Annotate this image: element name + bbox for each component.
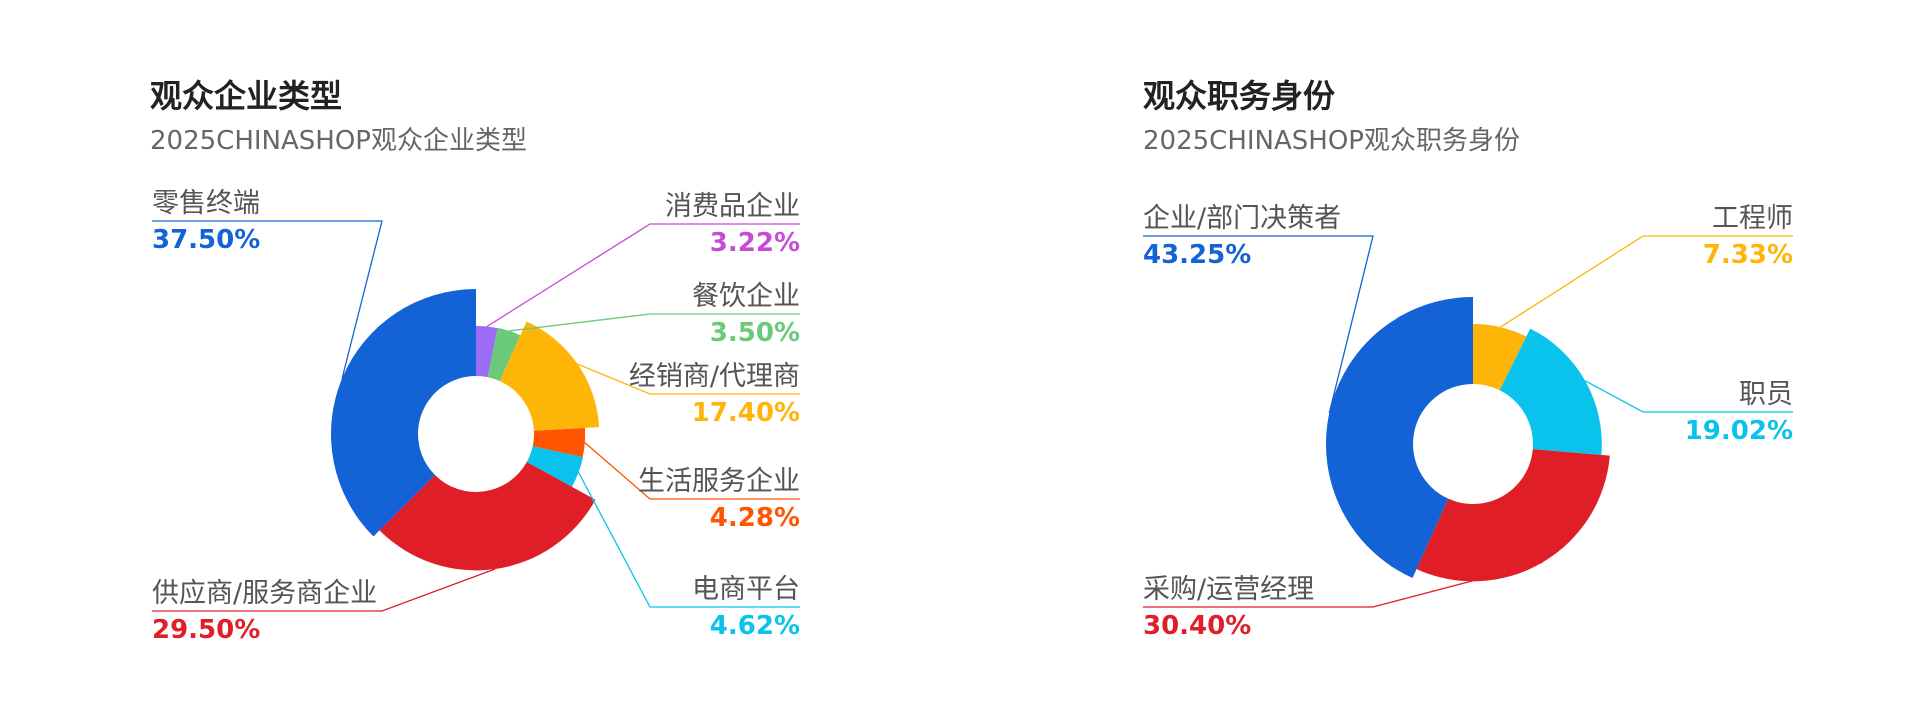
slice-label: 采购/运营经理: [1143, 574, 1314, 605]
slice-value-label: 4.28%: [710, 503, 800, 533]
slice-label: 经销商/代理商: [629, 361, 800, 392]
donut-slices: [331, 289, 600, 571]
donut-slice: [1473, 324, 1527, 391]
donut-slice: [526, 446, 584, 487]
slice-label: 职员: [1739, 379, 1793, 410]
slice-label: 电商平台: [692, 574, 800, 605]
donut-slice: [379, 461, 596, 571]
slice-label: 企业/部门决策者: [1143, 203, 1341, 234]
slice-value-label: 3.22%: [710, 228, 800, 258]
slice-label: 生活服务企业: [638, 466, 800, 497]
donut-slice: [532, 427, 586, 458]
leader-line: [152, 220, 383, 379]
leader-lines: [152, 220, 800, 612]
donut-slice: [331, 289, 476, 537]
leader-line: [1143, 561, 1543, 608]
leader-line: [152, 568, 496, 612]
slice-value-label: 29.50%: [152, 615, 260, 645]
donut-slice: [1325, 297, 1473, 578]
slice-value-label: 4.62%: [710, 611, 800, 641]
slice-label: 供应商/服务商企业: [152, 578, 377, 609]
slice-label: 工程师: [1712, 203, 1793, 234]
slice-value-label: 3.50%: [710, 318, 800, 348]
chart-title: 观众企业类型: [150, 77, 342, 115]
donut-slice: [499, 321, 600, 431]
slice-label: 零售终端: [152, 188, 260, 219]
leader-line: [577, 472, 800, 608]
leader-line: [577, 363, 800, 395]
slice-value-label: 37.50%: [152, 225, 260, 255]
slice-value-label: 43.25%: [1143, 240, 1251, 270]
chart-subtitle: 2025CHINASHOP观众职务身份: [1143, 126, 1520, 156]
slice-value-label: 19.02%: [1685, 416, 1793, 446]
slice-labels: 消费品企业 3.22% 餐饮企业 3.50% 经销商/代理商 17.40% 生活服务企业 4.…: [152, 188, 800, 645]
leader-line: [1143, 235, 1374, 414]
donut-slice: [476, 326, 498, 378]
leader-lines: [1143, 235, 1793, 608]
leader-line: [584, 442, 800, 500]
leader-line: [486, 223, 800, 328]
chart-subtitle: 2025CHINASHOP观众企业类型: [150, 126, 527, 156]
chart-visitor-company-type: 观众企业类型 2025CHINASHOP观众企业类型 消费品企业 3.22% 餐饮企…: [150, 77, 800, 645]
leader-line: [1584, 380, 1793, 413]
slice-labels: 工程师 7.33% 职员 19.02% 采购/运营经理 30.40% 企业/部门决策者 43.…: [1143, 203, 1793, 641]
leader-line: [509, 313, 800, 332]
slice-value-label: 30.40%: [1143, 611, 1251, 641]
donut-slices: [1325, 297, 1610, 582]
slice-label: 消费品企业: [665, 191, 800, 222]
leader-line: [1500, 235, 1793, 328]
chart-visitor-job-role: 观众职务身份 2025CHINASHOP观众职务身份 工程师 7.33% 职员 19.…: [1143, 77, 1793, 641]
slice-value-label: 17.40%: [692, 398, 800, 428]
slice-value-label: 7.33%: [1703, 240, 1793, 270]
slice-label: 餐饮企业: [692, 281, 800, 312]
donut-slice: [1499, 328, 1602, 455]
chart-title: 观众职务身份: [1143, 77, 1335, 115]
donut-slice: [487, 327, 521, 382]
donut-slice: [1416, 449, 1610, 582]
